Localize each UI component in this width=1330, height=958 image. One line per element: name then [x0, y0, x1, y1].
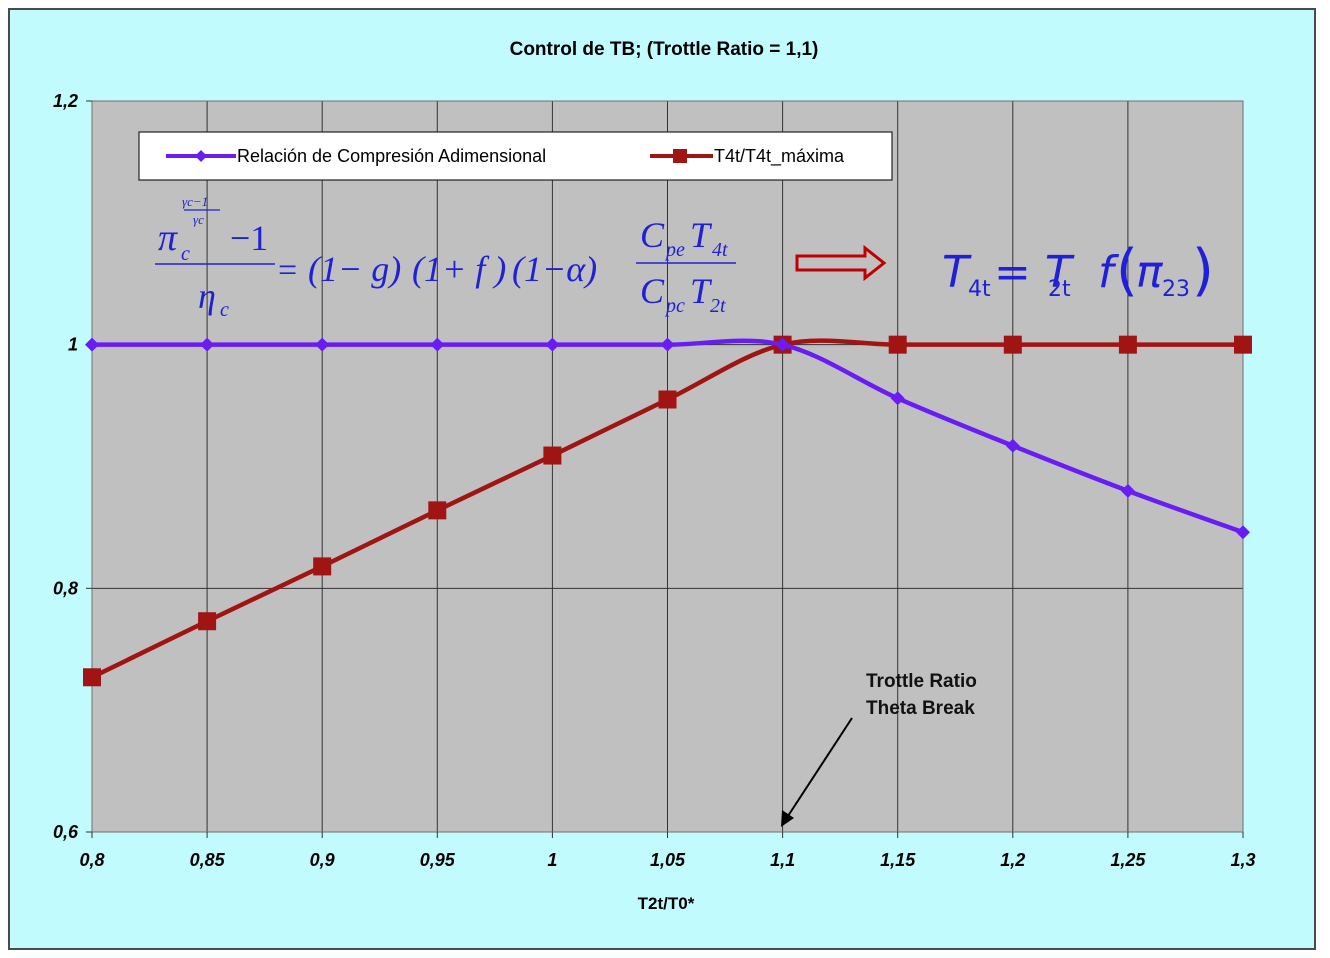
eq2-t: T [942, 247, 972, 298]
x-axis-label: T2t/T0* [638, 894, 695, 913]
series-1-point [545, 337, 560, 352]
eq-pi: π [158, 217, 178, 259]
series-1-point [1236, 525, 1250, 540]
theta-break-annotation: Trottle Ratio Theta Break [781, 671, 977, 827]
x-tick-label: 1,15 [880, 850, 916, 870]
series-2-point [888, 335, 907, 354]
legend-entry-series-2: T4t/T4t_máxima [650, 146, 845, 167]
x-tick-label: 0,8 [79, 850, 104, 870]
series-2-point [1234, 335, 1252, 354]
legend-entry-series-1: Relación de Compresión Adimensional [166, 146, 546, 166]
series-layer [83, 335, 1252, 687]
eq-t2t: T [690, 271, 713, 311]
eq2-pi-sub: 23 [1162, 277, 1190, 302]
annotation-arrowhead-icon [781, 810, 794, 827]
legend-label-series-1: Relación de Compresión Adimensional [237, 146, 546, 166]
legend-marker-series-2 [673, 149, 687, 163]
series-2-line [91, 338, 1243, 680]
eq2-t2t-sub: 2t [1048, 277, 1071, 302]
series-2 [83, 335, 1252, 687]
eq-t2t-sub: 2t [710, 295, 726, 317]
eq-exponent-denominator: γc [193, 212, 204, 227]
eq-one-minus-g: (1− g) [308, 249, 401, 289]
legend-label-series-2: T4t/T4t_máxima [714, 146, 845, 167]
annotation-line-1: Trottle Ratio [866, 671, 977, 692]
eq2-pi: π [1136, 247, 1164, 298]
x-tick-label: 1,3 [1230, 850, 1255, 870]
eq-cpc: C [640, 271, 665, 311]
series-1-point [1005, 438, 1020, 453]
chart-title: Control de TB; (Trottle Ratio = 1,1) [510, 39, 819, 60]
series-1 [85, 337, 1250, 540]
x-tick-label: 0,9 [310, 850, 335, 870]
series-1-line [92, 338, 1244, 535]
series-2-point [313, 557, 332, 576]
eq-one-plus-f: (1+ f ) [412, 249, 506, 289]
series-1-point [85, 337, 99, 352]
compressor-equation: γc−1 γc π c −1 η c = (1− g) (1+ f ) (1−α… [155, 194, 736, 321]
y-tick-label: 1 [68, 335, 78, 355]
eq-eta-sub: c [220, 299, 229, 321]
series-2-point [428, 501, 447, 520]
y-axis: 0,6 0,8 1 1,2 [53, 91, 92, 842]
series-2-point [83, 668, 101, 687]
implies-arrow-icon [795, 244, 887, 282]
x-tick-label: 1,05 [650, 850, 686, 870]
x-tick-label: 0,95 [420, 850, 456, 870]
y-tick-label: 0,8 [53, 578, 78, 598]
series-1-point [200, 337, 215, 352]
annotation-line-2: Theta Break [866, 698, 975, 719]
series-2-point [1118, 335, 1137, 354]
x-tick-label: 1 [547, 850, 557, 870]
y-tick-label: 1,2 [53, 91, 78, 111]
eq-cpc-sub: pc [664, 295, 685, 317]
x-tick-label: 1,2 [1000, 850, 1025, 870]
eq-exponent-numerator: γc−1 [182, 194, 208, 209]
eq2-equals-t: = T [994, 247, 1075, 298]
eq-minus-one: −1 [230, 218, 268, 258]
series-2-point [658, 390, 677, 409]
x-tick-label: 0,85 [190, 850, 226, 870]
eq-cpe: C [640, 215, 665, 255]
x-axis: 0,8 0,85 0,9 0,95 1 1,05 1,1 1,15 1,2 1,25 1,3 [79, 832, 1256, 870]
series-1-point [315, 337, 330, 352]
series-2-point [543, 446, 562, 465]
eq-pi-sub: c [181, 243, 190, 265]
series-1-point [1120, 483, 1135, 498]
annotation-leader-line [787, 717, 853, 817]
y-tick-label: 0,6 [53, 822, 79, 842]
eq-t4t-sub: 4t [712, 239, 728, 261]
eq-one-minus-alpha: (1−α) [512, 249, 597, 289]
eq-eta: η [198, 276, 216, 316]
series-1-point [660, 337, 675, 352]
eq-t4t: T [690, 215, 713, 255]
eq-cpe-sub: pe [664, 239, 685, 261]
series-1-point [430, 337, 445, 352]
x-tick-label: 1,1 [770, 850, 795, 870]
eq-equals: = [278, 252, 297, 289]
x-tick-label: 1,25 [1110, 850, 1146, 870]
legend-marker-series-1 [195, 150, 207, 162]
eq2-t-sub: 4t [968, 277, 991, 302]
series-2-point [198, 612, 217, 631]
series-2-point [1003, 335, 1022, 354]
legend-box [138, 131, 893, 181]
series-1-point [890, 391, 905, 406]
eq2-open-paren: ( [1116, 238, 1138, 303]
series-1-point [775, 337, 790, 352]
eq2-close-paren: ) [1192, 238, 1214, 303]
legend: Relación de Compresión Adimensional T4t/… [138, 131, 893, 181]
